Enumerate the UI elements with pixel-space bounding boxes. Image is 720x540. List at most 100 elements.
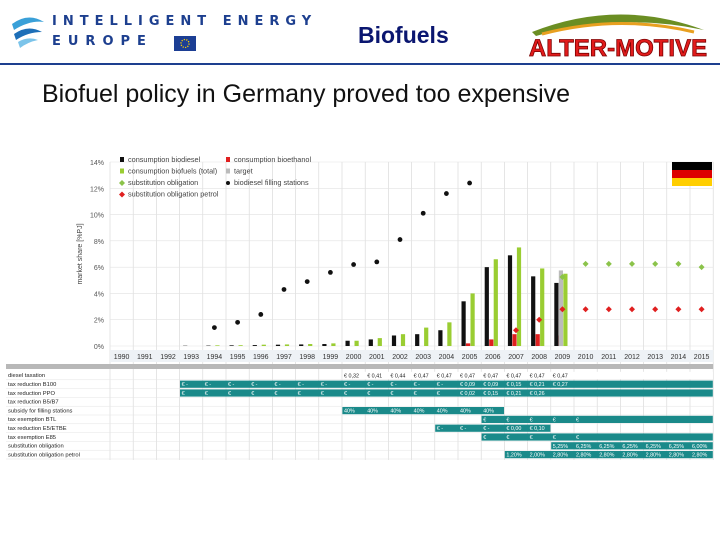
policy-cell-value: € - — [483, 426, 489, 432]
policy-cell-value: € - — [414, 382, 420, 388]
bar — [507, 255, 513, 346]
policy-cell-value: € 0,47 — [506, 373, 521, 379]
policy-cell-value: 6,25% — [669, 444, 684, 450]
x-tick-label: 1991 — [137, 354, 153, 361]
y-tick-label: 6% — [94, 265, 104, 272]
policy-cell-value: € — [251, 391, 254, 397]
ie-swoosh-icon — [12, 17, 44, 48]
policy-cell-value: € — [437, 391, 440, 397]
policy-row-label: substitution obligation petrol — [8, 452, 80, 458]
policy-cell-value: 40% — [483, 409, 494, 415]
policy-cell-value: 6,25% — [646, 444, 661, 450]
bar — [531, 276, 536, 346]
policy-cell-value: € — [483, 417, 486, 423]
policy-cell-value: € — [274, 391, 277, 397]
bar — [331, 343, 336, 346]
policy-cell-value: € — [367, 391, 370, 397]
policy-cell-value: € — [530, 435, 533, 441]
legend-label: consumption biofuels (total) — [128, 167, 217, 176]
x-tick-label: 1995 — [230, 354, 246, 361]
policy-cell-value: 40% — [414, 409, 425, 415]
x-tick-label: 2010 — [578, 354, 594, 361]
policy-cell-value: € - — [460, 426, 466, 432]
policy-cell-value: € - — [437, 426, 443, 432]
table-separator — [6, 364, 714, 369]
x-tick-label: 1994 — [207, 354, 223, 361]
policy-cell-bar — [504, 451, 713, 459]
flag-stripe-black — [672, 162, 712, 170]
legend-label: substitution obligation — [128, 178, 198, 187]
policy-cell-value: € 0,44 — [390, 373, 405, 379]
policy-row-label: tax reduction B100 — [8, 382, 56, 388]
legend-label: consumption bioethanol — [234, 155, 311, 164]
data-point — [212, 325, 217, 330]
bar — [563, 273, 568, 346]
data-point — [351, 262, 356, 267]
legend-marker — [120, 168, 124, 174]
legend-marker — [226, 157, 230, 162]
bar — [238, 345, 243, 346]
policy-cell-value: 40% — [344, 409, 355, 415]
data-point — [513, 327, 519, 334]
data-point — [582, 306, 589, 313]
policy-cell-value: € - — [228, 382, 234, 388]
x-tick-label: 1997 — [276, 354, 292, 361]
data-point — [304, 279, 310, 284]
year-band — [110, 350, 714, 362]
bar — [275, 344, 281, 346]
bar — [466, 343, 471, 346]
bar — [512, 334, 517, 346]
data-point — [420, 210, 426, 216]
policy-cell-value: € - — [437, 382, 443, 388]
x-tick-label: 1996 — [253, 354, 269, 361]
policy-cell-value: € 0,47 — [437, 373, 452, 379]
policy-row-label: subsidy for filling stations — [8, 408, 73, 414]
policy-cell-bar — [481, 433, 713, 441]
data-point — [258, 312, 264, 317]
eu-flag-icon — [174, 36, 196, 51]
policy-cell-value: € 0,15 — [506, 382, 521, 388]
data-point — [582, 260, 589, 267]
x-tick-label: 2000 — [346, 354, 362, 361]
policy-cell-bar — [180, 380, 713, 388]
policy-row-label: diesel taxation — [8, 373, 45, 379]
policy-cell-value: 6,00% — [692, 444, 707, 450]
policy-cell-value: € - — [344, 382, 350, 388]
policy-row-label: tax reduction E5/ETBE — [8, 426, 67, 432]
legend-marker — [226, 168, 230, 174]
bar — [261, 344, 266, 346]
data-point — [698, 264, 705, 271]
policy-cell-value: € — [553, 435, 556, 441]
bar — [489, 339, 494, 346]
ie-logo-line1: INTELLIGENT ENERGY — [52, 14, 318, 29]
data-point — [675, 306, 682, 313]
y-tick-label: 14% — [90, 160, 104, 167]
policy-cell-value: € - — [367, 382, 373, 388]
y-axis-label: market share [%PJ] — [77, 223, 84, 284]
policy-cell-value: 40% — [367, 409, 378, 415]
bar — [461, 301, 466, 346]
x-tick-label: 2004 — [439, 354, 455, 361]
policy-cell-value: € — [483, 435, 486, 441]
data-point — [675, 260, 682, 267]
policy-cell-value: € 0,26 — [530, 391, 545, 397]
data-point — [559, 306, 566, 313]
policy-cell-value: € 0,00 — [506, 426, 521, 432]
bar — [535, 334, 540, 346]
x-tick-label: 2014 — [671, 354, 687, 361]
data-point — [328, 270, 333, 275]
data-point — [281, 287, 287, 292]
policy-row-label: tax exemption E85 — [8, 435, 56, 441]
legend-marker — [119, 180, 125, 186]
policy-cell-value: € — [414, 391, 417, 397]
legend-marker — [120, 157, 124, 162]
intelligent-energy-europe-logo: INTELLIGENT ENERGY EUROPE — [8, 14, 311, 54]
policy-cell-value: € 0,21 — [506, 391, 521, 397]
germany-flag-icon — [672, 162, 712, 186]
bar — [215, 345, 220, 346]
policy-cell-value: € — [390, 391, 393, 397]
policy-row-label: tax reduction B5/B7 — [8, 400, 59, 406]
policy-cell-value: € 0,02 — [460, 391, 475, 397]
policy-cell-value: 2,80% — [553, 453, 568, 459]
flag-stripe-red — [672, 170, 712, 178]
